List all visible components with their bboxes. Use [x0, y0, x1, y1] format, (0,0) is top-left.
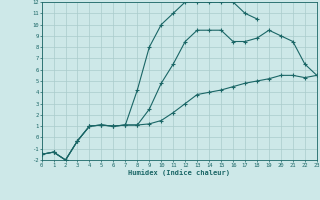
X-axis label: Humidex (Indice chaleur): Humidex (Indice chaleur)	[128, 169, 230, 176]
